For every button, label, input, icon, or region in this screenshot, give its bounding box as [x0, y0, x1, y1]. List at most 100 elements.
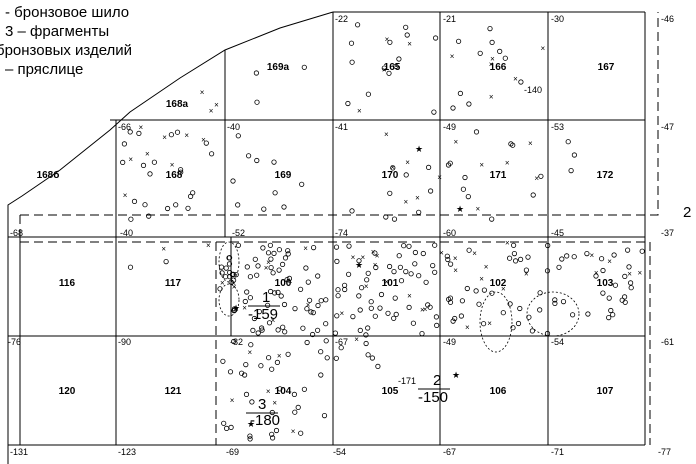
find-cross: × — [384, 130, 389, 139]
find-cross: × — [437, 173, 442, 182]
find-cross: × — [200, 88, 205, 97]
depth-mark: -69 — [226, 447, 239, 457]
find-circle — [220, 358, 226, 364]
depth-mark: -60 — [443, 228, 456, 238]
find-circle — [518, 79, 524, 85]
find-circle — [228, 424, 234, 430]
find-circle — [460, 186, 466, 192]
find-cross: × — [201, 135, 206, 144]
find-cross: × — [453, 254, 458, 263]
find-circle — [178, 167, 184, 173]
find-circle — [506, 255, 513, 261]
find-circle — [321, 412, 328, 419]
find-cross: × — [505, 159, 510, 168]
square-label: 100 — [275, 278, 292, 289]
find-cross: × — [209, 106, 214, 115]
find-circle — [403, 172, 409, 178]
depth-mark: -171 — [398, 376, 416, 386]
find-circle — [354, 22, 361, 28]
find-circle — [500, 310, 506, 316]
find-circle — [537, 307, 543, 313]
find-circle — [473, 129, 480, 135]
find-circle — [168, 132, 174, 138]
find-circle — [269, 409, 275, 416]
depth-mark: -49 — [443, 337, 456, 347]
find-cross: × — [407, 40, 412, 49]
find-cross: × — [214, 100, 219, 109]
find-circle — [391, 216, 398, 222]
find-cross: × — [528, 139, 533, 148]
find-cross: × — [484, 262, 489, 271]
find-circle — [375, 363, 381, 369]
square-label: 105 — [382, 386, 399, 397]
find-circle — [606, 314, 612, 321]
find-circle — [626, 264, 632, 270]
find-circle — [372, 250, 378, 256]
find-circle — [512, 258, 519, 264]
find-circle — [387, 190, 393, 196]
find-circle — [552, 297, 558, 303]
find-cross: × — [541, 44, 546, 53]
find-circle — [515, 320, 522, 327]
find-circle — [387, 39, 393, 45]
depth-mark: -40 — [120, 228, 133, 238]
depth-mark: -52 — [232, 228, 245, 238]
find-cross: × — [371, 247, 376, 256]
find-circle — [270, 270, 276, 276]
find-circle — [300, 325, 306, 331]
find-circle — [190, 190, 196, 196]
find-circle — [341, 282, 348, 288]
square-label: 121 — [165, 386, 182, 397]
find-circle — [314, 327, 321, 333]
find-circle — [350, 313, 356, 320]
find-cross: × — [607, 257, 612, 266]
find-cross: × — [405, 158, 410, 167]
find-circle — [279, 261, 286, 267]
find-cross: × — [415, 193, 420, 202]
find-circle — [568, 168, 574, 174]
find-circle — [365, 352, 371, 358]
find-circle — [510, 142, 516, 148]
find-circle — [269, 366, 275, 372]
find-circle — [333, 244, 340, 250]
find-circle — [565, 139, 571, 145]
find-circle — [332, 330, 338, 336]
find-circle — [381, 65, 387, 71]
find-circle — [420, 250, 426, 257]
find-cross: × — [264, 264, 269, 273]
find-circle — [229, 271, 235, 278]
find-circle — [544, 330, 551, 337]
find-circle — [346, 243, 352, 249]
find-circle — [523, 267, 530, 273]
find-circle — [608, 307, 614, 314]
find-circle — [185, 205, 191, 211]
find-circle — [228, 279, 234, 285]
square-label: 107 — [597, 386, 614, 397]
find-cross: × — [407, 292, 412, 301]
find-cross: × — [271, 316, 276, 325]
find-circle — [502, 55, 508, 61]
find-cross: × — [489, 60, 494, 69]
find-circle — [497, 48, 503, 55]
find-circle — [251, 315, 257, 322]
find-circle — [462, 174, 468, 181]
legend-line-fragments: 3 – фрагменты — [5, 23, 110, 40]
find-circle — [368, 299, 374, 305]
find-circle — [127, 264, 134, 270]
find-circle — [391, 268, 397, 275]
find-circle — [227, 369, 234, 375]
square-label: 166 — [490, 62, 507, 73]
find-circle — [308, 309, 314, 315]
find-circle — [253, 70, 259, 76]
find-circle — [235, 242, 241, 248]
find-circle — [406, 243, 412, 249]
find-circle — [334, 313, 340, 319]
find-circle — [458, 313, 464, 319]
find-circle — [128, 216, 134, 222]
find-circle — [271, 159, 277, 165]
find-circle — [459, 298, 465, 304]
find-circle — [259, 327, 265, 333]
find-circle — [457, 90, 463, 97]
find-circle — [452, 315, 458, 322]
